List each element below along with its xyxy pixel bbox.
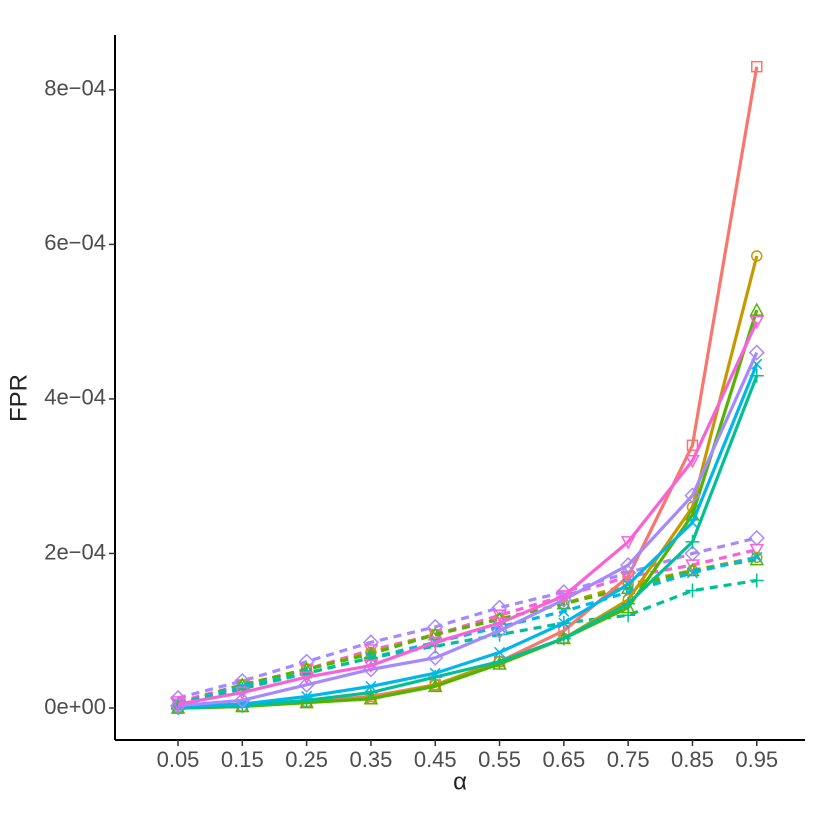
marker — [620, 557, 637, 574]
marker — [491, 622, 508, 639]
x-tick-label: 0.15 — [221, 747, 264, 772]
y-tick-label: 2e−04 — [44, 539, 106, 564]
series-line — [177, 558, 758, 706]
marker — [686, 439, 699, 452]
marker — [685, 559, 700, 573]
marker — [299, 671, 314, 685]
marker — [686, 567, 698, 579]
series-line — [177, 578, 758, 708]
x-tick-label: 0.85 — [671, 747, 714, 772]
series-line — [177, 536, 758, 700]
marker — [751, 551, 763, 563]
marker — [365, 680, 377, 692]
marker — [749, 573, 764, 588]
marker — [492, 654, 507, 669]
marker — [492, 617, 507, 631]
marker — [749, 543, 765, 558]
marker — [621, 596, 636, 611]
marker — [363, 691, 379, 705]
marker — [494, 646, 506, 658]
marker — [235, 686, 250, 701]
marker — [684, 487, 701, 504]
marker — [685, 583, 700, 598]
y-tick-label: 0e+00 — [44, 694, 106, 719]
x-tick-label: 0.35 — [350, 747, 393, 772]
y-tick-label: 6e−04 — [44, 230, 106, 255]
series-line — [177, 66, 759, 710]
y-tick-label: 4e−04 — [44, 385, 106, 410]
marker — [686, 517, 698, 529]
series-line — [177, 309, 759, 710]
series-line — [177, 320, 759, 706]
marker — [751, 60, 763, 73]
x-tick-label: 0.45 — [414, 747, 457, 772]
marker — [556, 631, 571, 646]
marker — [685, 455, 700, 469]
marker — [751, 250, 763, 262]
marker — [234, 692, 251, 709]
series-line — [177, 375, 759, 710]
marker — [427, 649, 444, 666]
y-axis-title: FPR — [5, 374, 32, 422]
marker — [685, 534, 700, 549]
marker — [429, 667, 441, 679]
marker — [748, 344, 765, 361]
x-tick-label: 0.65 — [542, 747, 585, 772]
series-line — [177, 351, 759, 708]
marker — [298, 676, 315, 693]
marker — [363, 659, 379, 674]
marker — [301, 690, 313, 702]
marker — [558, 617, 570, 629]
series-line — [177, 363, 759, 709]
marker — [749, 302, 765, 316]
marker — [558, 605, 570, 617]
x-axis-title: α — [453, 768, 467, 795]
x-tick-label: 0.25 — [285, 747, 328, 772]
marker — [427, 678, 443, 693]
x-tick-label: 0.95 — [735, 747, 778, 772]
marker — [622, 578, 634, 590]
marker — [427, 636, 443, 650]
y-tick-label: 8e−04 — [44, 76, 106, 101]
x-tick-label: 0.05 — [157, 747, 200, 772]
marker — [170, 698, 186, 712]
marker — [749, 315, 765, 330]
marker — [620, 536, 636, 550]
x-tick-label: 0.55 — [478, 747, 521, 772]
marker — [556, 590, 572, 604]
x-tick-label: 0.75 — [607, 747, 650, 772]
